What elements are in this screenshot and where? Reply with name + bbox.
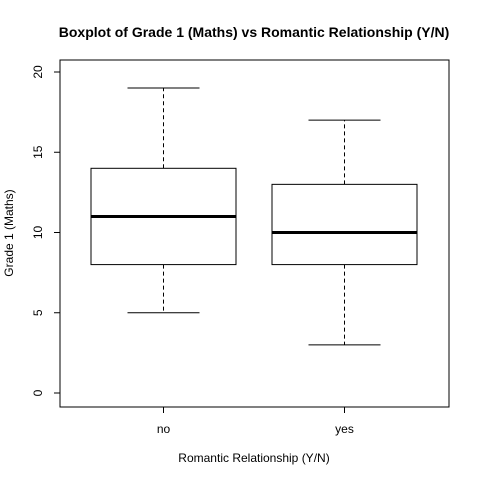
box-yes: [271, 119, 418, 346]
y-tick-label: 20: [31, 65, 45, 79]
x-tick-label: yes: [335, 422, 354, 436]
y-axis: 0 5 10 15 20: [31, 65, 60, 396]
chart-title: Boxplot of Grade 1 (Maths) vs Romantic R…: [59, 24, 449, 40]
plot-frame: [59, 59, 450, 408]
iqr-box: [271, 183, 418, 266]
x-axis-label: Romantic Relationship (Y/N): [178, 451, 329, 465]
y-tick-label: 0: [31, 389, 45, 396]
y-tick-label: 15: [31, 145, 45, 159]
y-tick-label: 5: [31, 309, 45, 316]
y-axis-label: Grade 1 (Maths): [2, 189, 16, 276]
box-no: [90, 87, 237, 314]
x-axis: no yes: [157, 407, 354, 436]
y-tick-label: 10: [31, 226, 45, 240]
x-tick-label: no: [157, 422, 171, 436]
boxes: [90, 87, 418, 346]
